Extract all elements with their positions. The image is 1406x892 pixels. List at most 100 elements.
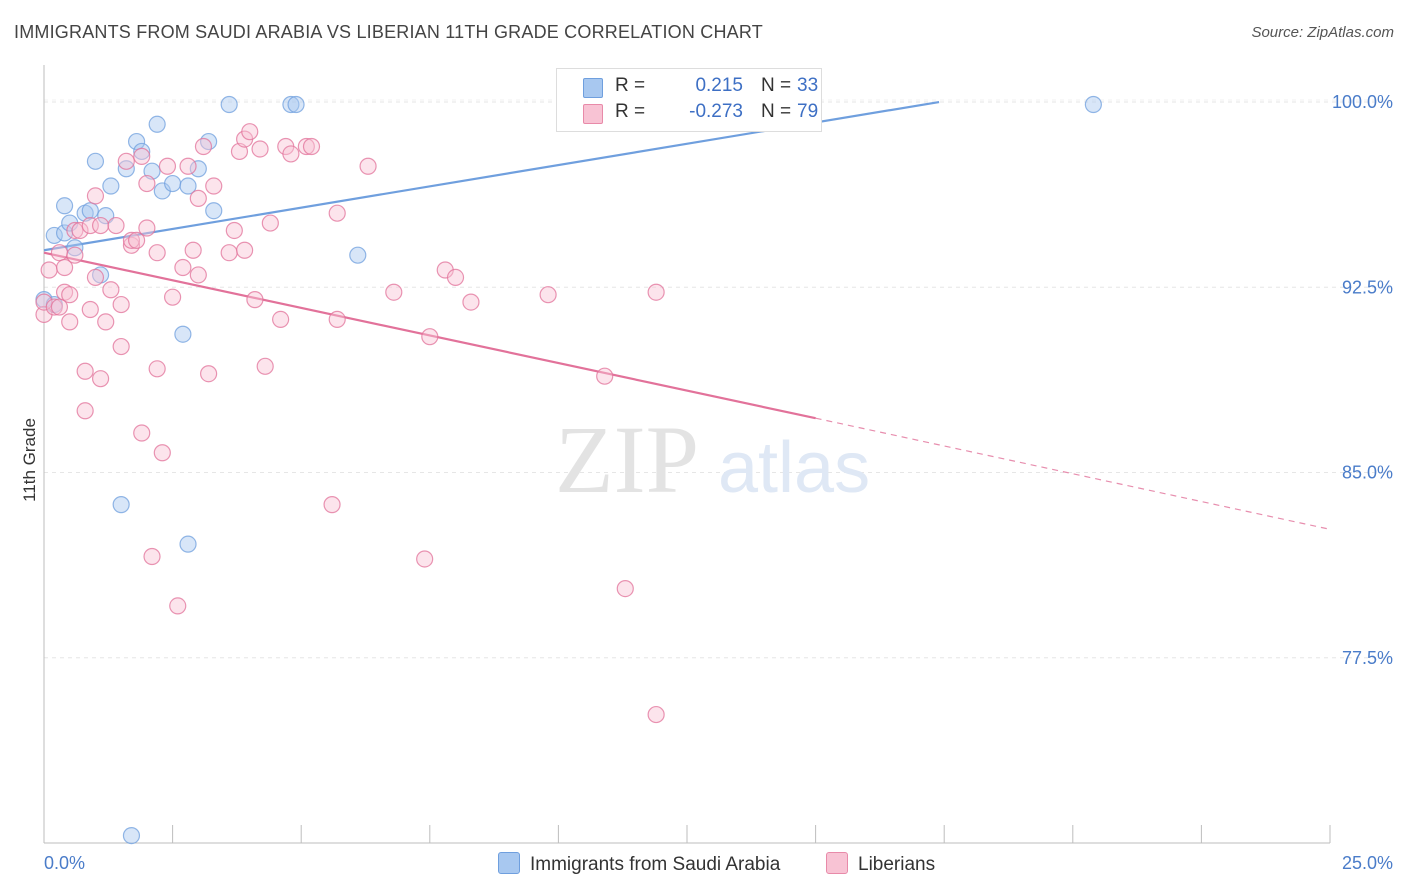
liberian-point xyxy=(86,268,105,287)
liberian-point xyxy=(122,231,141,249)
liberian-point xyxy=(184,241,202,259)
liberian-point xyxy=(133,424,151,442)
liberian-point xyxy=(40,261,58,279)
data-points xyxy=(35,95,1102,845)
liberian-point xyxy=(189,266,207,284)
liberian-point xyxy=(91,370,110,388)
liberian-point xyxy=(647,705,665,724)
liberian-point xyxy=(539,286,557,304)
x-tick-label: 25.0% xyxy=(1342,853,1393,873)
source-credit: Source: ZipAtlas.com xyxy=(1251,24,1394,41)
liberian-point xyxy=(256,357,274,375)
liberian-point xyxy=(446,268,465,287)
watermark-atlas: atlas xyxy=(718,428,870,508)
y-tick-label: 85.0% xyxy=(1342,463,1393,483)
saudi-point xyxy=(133,142,151,161)
x-tick-label: 0.0% xyxy=(44,853,85,873)
saudi-point xyxy=(164,174,182,193)
liberian-point xyxy=(107,216,125,235)
legend-r-label: R = xyxy=(615,75,646,96)
legend-n-label: N = xyxy=(761,75,792,96)
axes xyxy=(43,65,1331,844)
liberian-point xyxy=(194,137,213,156)
saudi-point xyxy=(349,246,367,264)
liberian-point xyxy=(158,157,177,175)
saudi-point xyxy=(148,115,166,133)
bottom-legend-label-saudi: Immigrants from Saudi Arabia xyxy=(530,854,781,875)
liberian-point xyxy=(174,258,192,277)
liberian-point xyxy=(282,145,300,163)
liberian-point xyxy=(323,496,341,514)
liberian-point xyxy=(122,236,141,254)
saudi-point xyxy=(179,535,197,553)
liberian-point xyxy=(61,286,79,304)
liberian-point xyxy=(328,310,346,328)
saudi-point xyxy=(189,160,207,178)
liberian-point xyxy=(261,214,279,232)
saudi-point xyxy=(102,177,120,195)
liberian-point xyxy=(55,258,74,277)
liberian-point xyxy=(50,244,69,262)
bottom-legend-swatch-liberians xyxy=(826,852,848,874)
grid-lines xyxy=(44,99,1390,659)
liberian-point xyxy=(616,580,634,598)
liberian-point xyxy=(117,152,135,170)
liberian-point xyxy=(133,147,151,165)
liberian-point xyxy=(251,140,269,158)
saudi-point xyxy=(86,152,105,170)
liberian-point xyxy=(241,123,259,141)
trend-line xyxy=(43,251,816,420)
liberian-point xyxy=(66,246,84,264)
saudi-point xyxy=(81,202,99,220)
liberian-point xyxy=(148,360,166,378)
liberian-point xyxy=(205,177,223,195)
saudi-point xyxy=(45,226,63,245)
legend-r-label: R = xyxy=(615,101,646,122)
liberian-point xyxy=(61,313,79,331)
liberian-point xyxy=(220,244,238,262)
bottom-legend-liberians: Liberians xyxy=(826,852,935,876)
liberian-point xyxy=(71,221,89,240)
legend-n-value: 33 xyxy=(797,75,819,96)
liberian-point xyxy=(302,137,321,156)
legend-swatch-saudi xyxy=(583,78,603,98)
liberian-point xyxy=(189,189,207,207)
saudi-point xyxy=(112,496,130,514)
liberian-point xyxy=(45,298,63,316)
saudi-point xyxy=(205,202,223,220)
liberian-point xyxy=(76,402,94,420)
y-tick-label: 100.0% xyxy=(1332,92,1393,112)
liberian-point xyxy=(179,157,197,175)
liberian-point xyxy=(112,337,130,356)
y-axis-label: 11th Grade xyxy=(20,418,39,502)
saudi-point xyxy=(287,95,305,114)
watermark-zip: ZIP xyxy=(555,406,699,513)
saudi-point xyxy=(1084,95,1102,114)
liberian-point xyxy=(91,216,110,235)
bottom-legend-label-liberians: Liberians xyxy=(858,854,936,875)
liberian-point xyxy=(359,157,377,175)
liberian-point xyxy=(225,221,243,240)
saudi-point xyxy=(174,325,192,343)
liberian-point xyxy=(97,313,115,331)
saudi-point xyxy=(282,95,300,114)
liberian-point xyxy=(35,293,53,311)
liberian-point xyxy=(81,300,99,319)
legend-swatch-liberians xyxy=(583,104,603,124)
liberian-point xyxy=(272,310,290,328)
saudi-point xyxy=(220,95,238,114)
legend-n-label: N = xyxy=(761,101,792,122)
liberian-point xyxy=(246,291,264,309)
liberian-point xyxy=(200,365,218,383)
legend-n-value: 79 xyxy=(797,101,819,122)
legend-r-value: -0.273 xyxy=(689,101,743,122)
liberian-point xyxy=(169,597,187,615)
liberian-point xyxy=(416,550,434,568)
bottom-legend-saudi: Immigrants from Saudi Arabia xyxy=(498,852,780,876)
chart-title: IMMIGRANTS FROM SAUDI ARABIA VS LIBERIAN… xyxy=(14,22,763,42)
liberian-point xyxy=(76,362,94,380)
liberian-point xyxy=(102,281,120,299)
y-tick-label: 92.5% xyxy=(1342,277,1393,297)
liberian-point xyxy=(143,547,161,566)
liberian-point xyxy=(236,241,254,259)
